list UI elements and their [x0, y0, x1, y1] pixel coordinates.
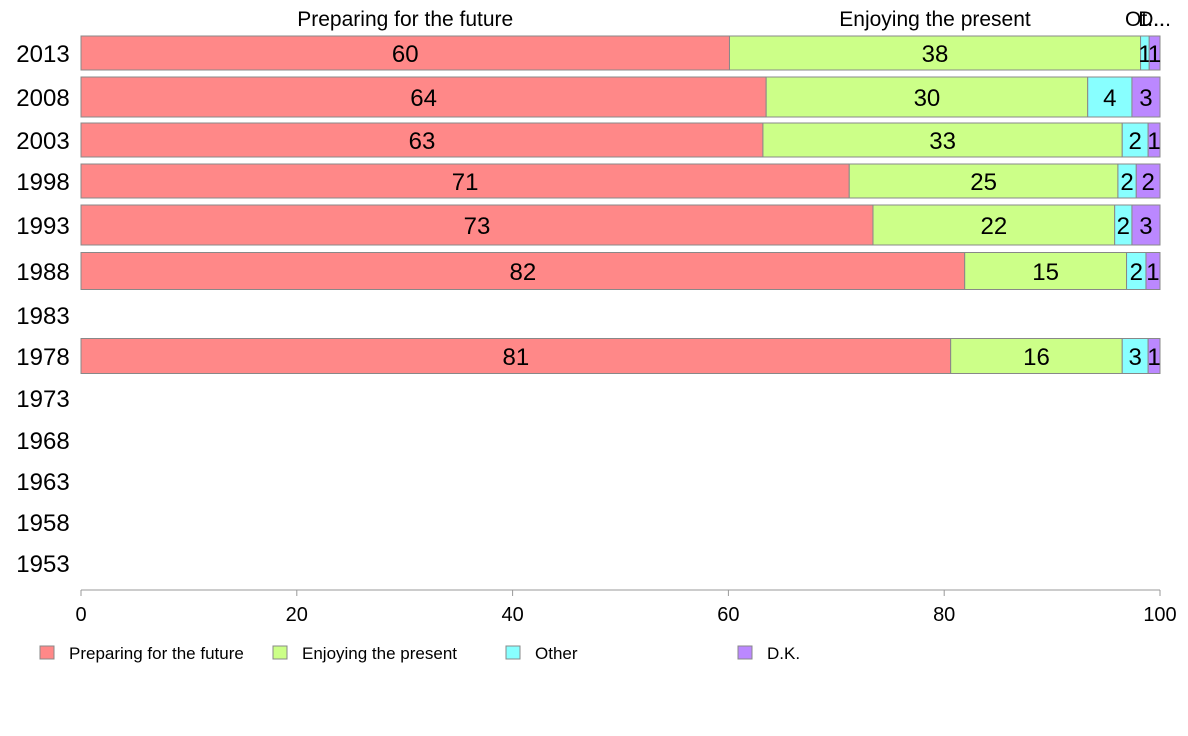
- bar-segment: [848, 163, 1119, 199]
- bar-value-label: 71: [452, 169, 479, 196]
- x-tick-label: 0: [75, 604, 86, 626]
- bar-segment: [1135, 163, 1161, 199]
- year-label: 1993: [16, 213, 69, 240]
- legend-label: Other: [535, 644, 578, 663]
- year-label: 1968: [16, 428, 69, 455]
- bar-segment: [964, 252, 1128, 290]
- year-label: 1963: [16, 469, 69, 496]
- series-header-label: Enjoying the present: [839, 8, 1031, 31]
- bar-value-label: 1: [1147, 128, 1160, 155]
- x-tick-label: 100: [1143, 604, 1176, 626]
- bar-value-label: 22: [980, 213, 1007, 240]
- series-header-labels: Preparing for the future Enjoying the pre…: [297, 8, 1171, 31]
- legend-swatch: [505, 645, 521, 660]
- bar-segment: [1145, 252, 1161, 290]
- legend-swatch: [737, 645, 753, 660]
- x-tick-label: 60: [717, 604, 739, 626]
- bar-segment: [728, 35, 1142, 71]
- bar-value-label: 30: [914, 85, 941, 112]
- bar-value-label: 1: [1147, 344, 1160, 371]
- year-label: 2008: [16, 85, 69, 112]
- bar-segment: [1131, 76, 1161, 118]
- bar-value-label: 1: [1138, 41, 1151, 68]
- x-axis: 0 20 40 60 80 100: [75, 589, 1177, 626]
- legend-swatch: [39, 645, 55, 660]
- bar-segment: [80, 76, 767, 118]
- year-label: 1973: [16, 386, 69, 413]
- legend: Preparing for the future Enjoying the pre…: [39, 644, 800, 663]
- bar-value-label: 4: [1103, 85, 1116, 112]
- bar-value-label: 73: [464, 213, 491, 240]
- year-label: 1978: [16, 344, 69, 371]
- bar-value-label: 60: [392, 41, 419, 68]
- bar-value-label: 3: [1129, 344, 1142, 371]
- bar-segment: [872, 204, 1116, 246]
- legend-label: Preparing for the future: [69, 644, 244, 663]
- year-label: 1988: [16, 259, 69, 286]
- year-label: 2003: [16, 128, 69, 155]
- x-tick-label: 40: [501, 604, 523, 626]
- bar-value-label: 15: [1032, 259, 1059, 286]
- year-label: 1958: [16, 510, 69, 537]
- bar-value-label: 2: [1129, 128, 1142, 155]
- year-label: 1983: [16, 303, 69, 330]
- bar-value-label: 82: [509, 259, 536, 286]
- bar-value-label: 2: [1117, 213, 1130, 240]
- year-label: 2013: [16, 41, 69, 68]
- bar-segment: [762, 122, 1123, 158]
- bar-value-label: 64: [410, 85, 437, 112]
- bar-segment: [1121, 338, 1149, 374]
- series-header-label: Ot...: [1125, 8, 1165, 31]
- bar-segment: [80, 163, 850, 199]
- bar-segment: [1087, 76, 1133, 118]
- bar-value-label: 63: [409, 128, 436, 155]
- bar-segment: [1148, 35, 1161, 71]
- bar-value-label: 1: [1146, 259, 1159, 286]
- bar-value-label: 2: [1141, 169, 1154, 196]
- bar-value-label: 33: [929, 128, 956, 155]
- bar-value-label: 3: [1139, 213, 1152, 240]
- x-tick-label: 20: [286, 604, 308, 626]
- legend-label: D.K.: [767, 644, 800, 663]
- bar-segment: [80, 122, 764, 158]
- bar-segment: [1131, 204, 1161, 246]
- bar-value-label: 2: [1120, 169, 1133, 196]
- bar-segment: [80, 252, 966, 290]
- x-tick-label: 80: [933, 604, 955, 626]
- bar-value-label: 38: [922, 41, 949, 68]
- legend-swatch: [272, 645, 288, 660]
- bar-value-label: 16: [1023, 344, 1050, 371]
- bar-segment: [80, 338, 952, 374]
- legend-label: Enjoying the present: [302, 644, 457, 663]
- year-axis-labels: 2013 2008 2003 1998 1993 1988 1983 1978 1973 1968…: [16, 41, 69, 578]
- bar-segment: [1147, 338, 1161, 374]
- bar-value-label: 81: [502, 344, 529, 371]
- bar-segment: [80, 204, 874, 246]
- bar-value-label: 3: [1139, 85, 1152, 112]
- bar-value-label: 2: [1130, 259, 1143, 286]
- bar-value-label: 25: [970, 169, 997, 196]
- series-header-label: D...: [1138, 8, 1171, 31]
- year-label: 1953: [16, 551, 69, 578]
- bar-segment: [1147, 122, 1161, 158]
- bar-value-label: 1: [1148, 41, 1161, 68]
- series-header-label: Preparing for the future: [297, 8, 513, 31]
- year-label: 1998: [16, 169, 69, 196]
